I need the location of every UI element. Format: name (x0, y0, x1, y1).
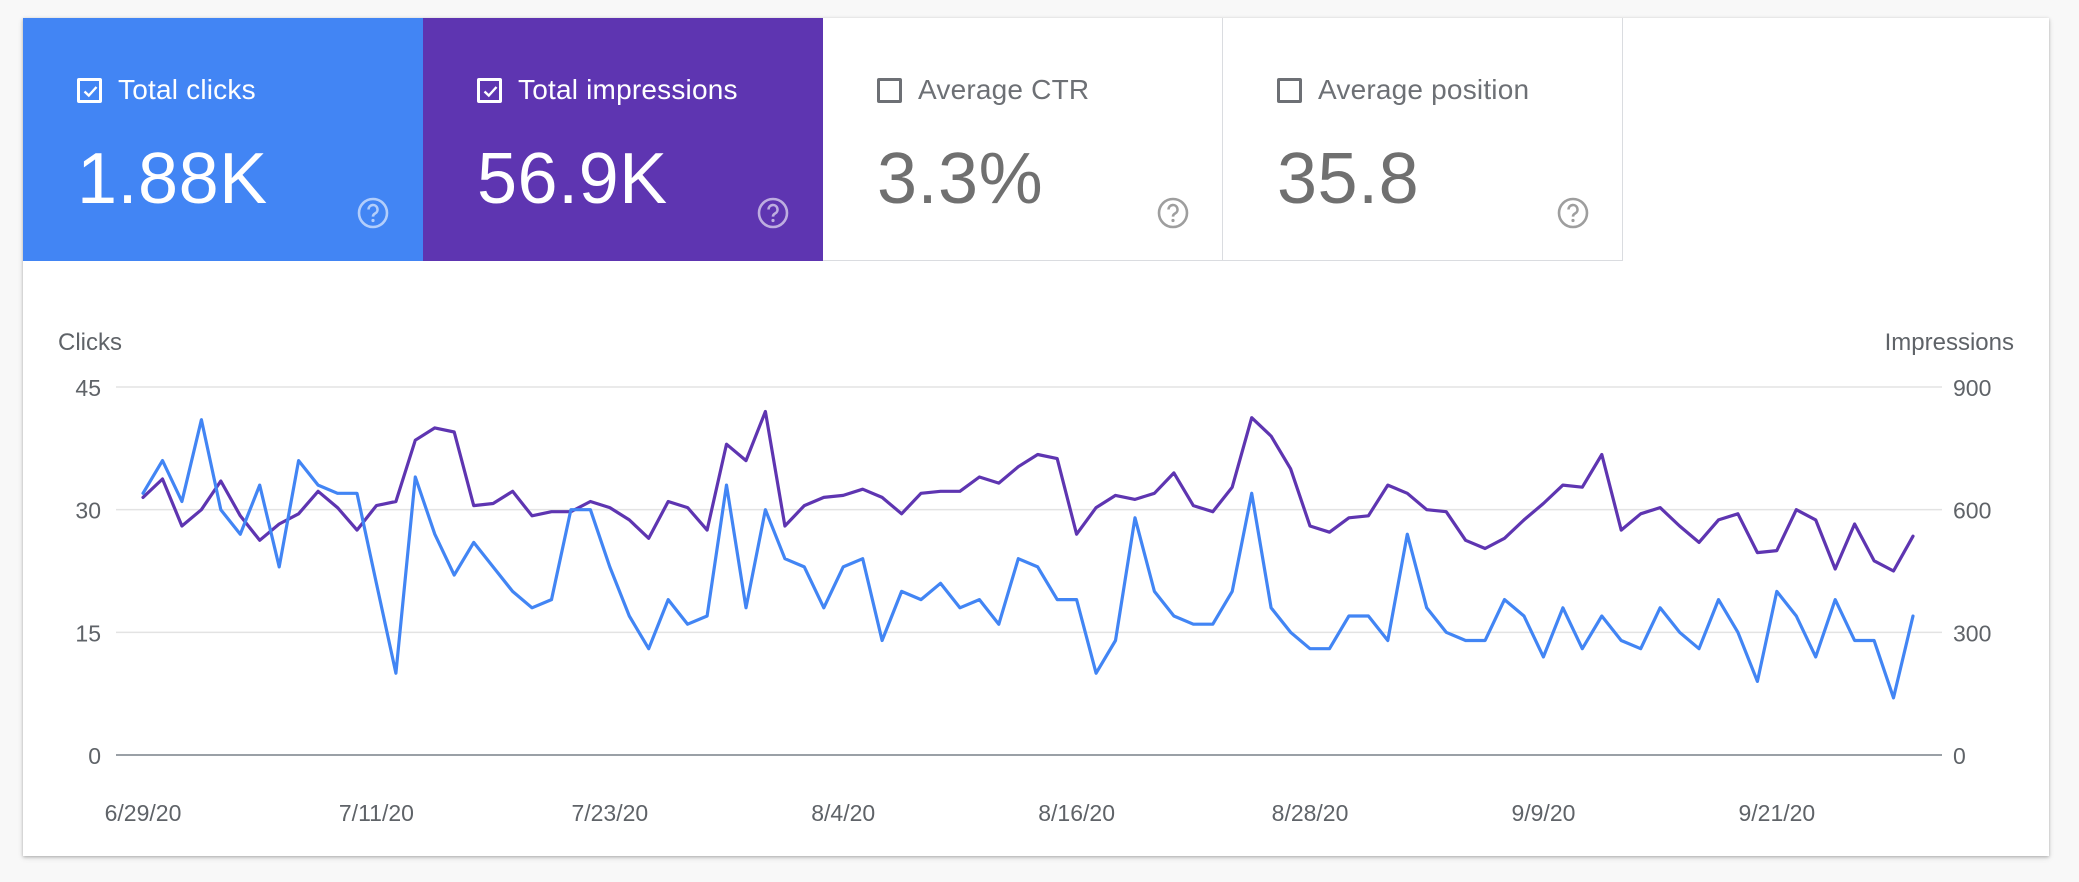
help-circle-icon[interactable] (1556, 196, 1590, 230)
metric-label: Average position (1318, 74, 1530, 105)
metric-header: Average position (1277, 74, 1529, 106)
help-circle-icon[interactable] (1156, 196, 1190, 230)
series-line-impressions[interactable] (141, 409, 1915, 573)
performance-chart: Clicks Impressions 0 15 30 45 0 300 600 900 6/29… (23, 261, 2049, 856)
x-tick-label: 8/16/20 (1038, 800, 1115, 826)
metric-label: Total clicks (118, 74, 256, 105)
metric-total-impressions[interactable]: Total impressions 56.9K (423, 18, 823, 261)
y2-tick-label: 0 (1953, 743, 1966, 769)
y2-tick-label: 300 (1953, 620, 1991, 646)
help-circle-icon[interactable] (756, 196, 790, 230)
y-tick-label: 30 (75, 498, 101, 524)
y2-tick-label: 600 (1953, 498, 1991, 524)
performance-card: Total clicks 1.88K Total impressions 56.… (23, 18, 2049, 856)
metric-label: Total impressions (518, 74, 738, 105)
metric-total-clicks[interactable]: Total clicks 1.88K (23, 18, 423, 261)
metric-header: Total clicks (77, 74, 256, 106)
metric-average-ctr[interactable]: Average CTR 3.3% (823, 18, 1223, 261)
checkbox-checked-icon[interactable] (477, 77, 502, 103)
metric-tabs: Total clicks 1.88K Total impressions 56.… (23, 18, 1623, 261)
checkbox-unchecked-icon[interactable] (877, 77, 902, 103)
x-tick-label: 6/29/20 (105, 800, 182, 826)
metric-header: Average CTR (877, 74, 1089, 106)
y-tick-label: 45 (75, 375, 101, 401)
metric-header: Total impressions (477, 74, 738, 106)
x-tick-label: 9/9/20 (1511, 800, 1575, 826)
x-tick-label: 7/23/20 (571, 800, 648, 826)
x-tick-label: 8/4/20 (811, 800, 875, 826)
metric-label: Average CTR (918, 74, 1090, 105)
metric-average-position[interactable]: Average position 35.8 (1223, 18, 1623, 261)
x-tick-label: 9/21/20 (1738, 800, 1815, 826)
y-tick-label: 15 (75, 620, 101, 646)
checkbox-unchecked-icon[interactable] (1277, 77, 1302, 103)
y-axis-label: Clicks (58, 329, 122, 356)
metric-value: 56.9K (477, 139, 668, 219)
metric-value: 3.3% (877, 139, 1044, 219)
x-tick-label: 8/28/20 (1272, 800, 1349, 826)
series-line-clicks[interactable] (141, 418, 1915, 700)
chart-svg: Clicks Impressions 0 15 30 45 0 300 600 900 6/29… (58, 329, 2014, 826)
metric-value: 1.88K (77, 139, 268, 219)
y-tick-label: 0 (88, 743, 101, 769)
metric-value: 35.8 (1277, 139, 1420, 219)
checkbox-checked-icon[interactable] (77, 77, 102, 103)
y2-tick-label: 900 (1953, 375, 1991, 401)
x-tick-label: 7/11/20 (339, 800, 414, 826)
help-circle-icon[interactable] (356, 196, 390, 230)
y2-axis-label: Impressions (1885, 329, 2014, 356)
